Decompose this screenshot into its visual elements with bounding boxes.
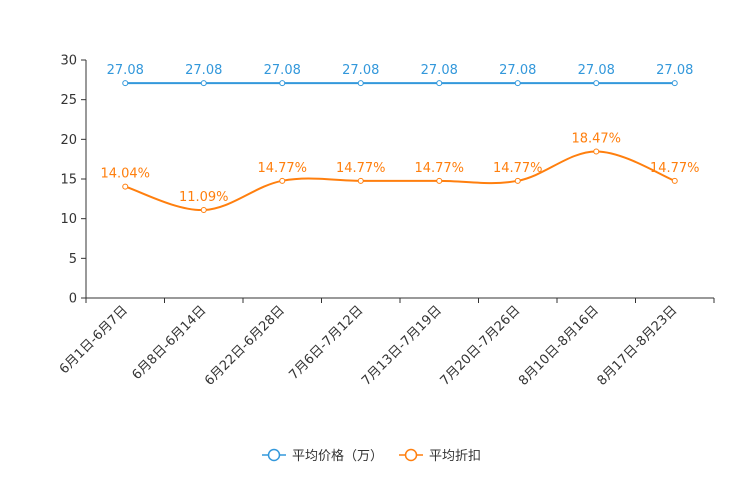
x-tick-label: 8月10日-8月16日	[516, 303, 602, 389]
x-tick-label: 7月13日-7月19日	[359, 303, 445, 389]
series-1-data-label: 14.77%	[336, 161, 386, 176]
x-ticks: 6月1日-6月7日6月8日-6月14日6月22日-6月28日7月6日-7月12日…	[57, 298, 715, 389]
series-1-data-label: 14.04%	[100, 167, 150, 182]
series-0-point[interactable]	[200, 80, 207, 87]
series-1-point[interactable]	[357, 177, 364, 184]
legend-item-1[interactable]: 平均折扣	[399, 448, 481, 464]
series-0-point[interactable]	[436, 80, 443, 87]
series-1-point[interactable]	[593, 148, 600, 155]
x-tick-label: 8月17日-8月23日	[595, 303, 681, 389]
y-tick-label: 15	[60, 173, 77, 188]
x-tick-label: 6月1日-6月7日	[57, 303, 131, 377]
y-ticks: 0 5 10 15 20 25 30	[60, 54, 86, 307]
series-0-point[interactable]	[357, 80, 364, 87]
legend-marker-icon	[267, 448, 281, 462]
y-tick-label: 20	[60, 133, 77, 148]
series-1-point[interactable]	[200, 207, 207, 214]
series-1-point[interactable]	[436, 177, 443, 184]
legend-item-0[interactable]: 平均价格（万）	[262, 448, 383, 464]
series-0-point[interactable]	[122, 80, 129, 87]
series-1-point[interactable]	[671, 177, 678, 184]
series-0-data-label: 27.08	[421, 63, 458, 78]
series-1-data-label: 14.77%	[493, 161, 543, 176]
x-tick-label: 7月20日-7月26日	[438, 303, 524, 389]
y-tick-label: 25	[60, 93, 77, 108]
series-1-data-label: 14.77%	[414, 161, 464, 176]
x-tick-label: 6月22日-6月28日	[202, 303, 288, 389]
series-0-data-label: 27.08	[499, 63, 536, 78]
x-tick-label: 7月6日-7月12日	[286, 303, 366, 383]
series-0-data-label: 27.08	[342, 63, 379, 78]
series-0-data-label: 27.08	[656, 63, 693, 78]
series-1-point[interactable]	[122, 183, 129, 190]
series-1-data-label: 11.09%	[179, 190, 229, 205]
y-tick-label: 5	[69, 252, 77, 267]
data-labels: 27.08 27.08 27.08 27.08 27.08 27.08 27.08 27.08…	[100, 63, 699, 205]
series-0-point[interactable]	[671, 80, 678, 87]
series-0-point[interactable]	[279, 80, 286, 87]
x-tick-label: 6月8日-6月14日	[129, 303, 209, 383]
series-1-data-label: 14.77%	[257, 161, 307, 176]
series-0-data-label: 27.08	[578, 63, 615, 78]
series-line-1	[124, 150, 676, 212]
series-1-data-label: 18.47%	[571, 131, 621, 146]
y-tick-label: 10	[60, 212, 77, 227]
legend-label: 平均折扣	[429, 449, 481, 464]
y-tick-label: 0	[69, 292, 77, 307]
series-0-point[interactable]	[514, 80, 521, 87]
y-tick-label: 30	[60, 54, 77, 69]
series-0-data-label: 27.08	[107, 63, 144, 78]
series-1-data-label: 14.77%	[650, 161, 700, 176]
series-1-point[interactable]	[514, 177, 521, 184]
legend-marker-icon	[404, 448, 418, 462]
axes	[85, 60, 714, 299]
series-0-data-label: 27.08	[264, 63, 301, 78]
legend-label: 平均价格（万）	[292, 448, 383, 464]
legend[interactable]: 平均价格（万） 平均折扣	[262, 448, 481, 464]
series	[122, 80, 678, 214]
series-0-data-label: 27.08	[185, 63, 222, 78]
series-1-point[interactable]	[279, 177, 286, 184]
series-0-point[interactable]	[593, 80, 600, 87]
